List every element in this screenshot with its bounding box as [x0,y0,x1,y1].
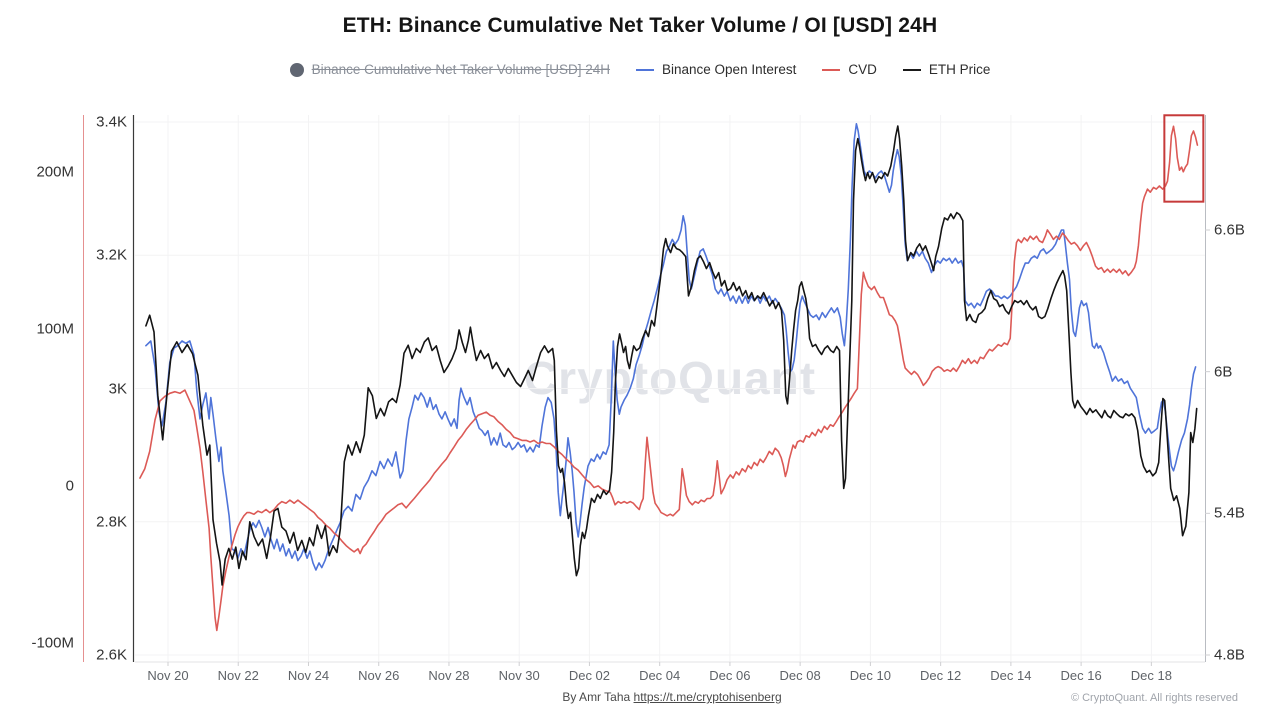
chart-title: ETH: Binance Cumulative Net Taker Volume… [342,14,938,37]
x-axis-label: Dec 12 [920,668,962,683]
cvd-axis-label: 0 [65,477,74,495]
x-axis-label: Nov 24 [287,668,330,683]
cvd-axis-label: -100M [31,634,74,652]
x-axis-label: Dec 10 [849,668,891,683]
legend-dot-icon [289,62,304,77]
attribution: By Amr Taha https://t.me/cryptohisenberg [562,690,781,704]
x-axis-label: Dec 14 [990,668,1032,683]
x-axis-label: Dec 16 [1060,668,1102,683]
price-axis-label: 3.2K [96,246,127,264]
oi-axis-label: 6B [1214,363,1233,381]
oi-axis-label: 6.6B [1214,221,1245,239]
attribution-link[interactable]: https://t.me/cryptohisenberg [633,690,782,704]
legend-line-icon [636,68,655,71]
legend-item-0[interactable]: Binance Cumulative Net Taker Volume [USD… [289,62,611,77]
x-axis-label: Nov 26 [358,668,400,683]
x-axis-label: Nov 20 [147,668,189,683]
price-axis-label: 3.4K [96,113,127,131]
series-line-eth-price [145,125,1198,586]
legend-item-3[interactable]: ETH Price [902,62,991,77]
series-line-cvd [139,125,1199,632]
series-line-binance-open-interest [145,123,1197,571]
legend-label: Binance Cumulative Net Taker Volume [USD… [311,62,611,77]
x-axis-label: Nov 22 [217,668,259,683]
x-axis-label: Dec 04 [639,668,681,683]
x-axis-label: Dec 02 [568,668,611,683]
attribution-text: By Amr Taha [562,690,634,704]
oi-axis-label: 5.4B [1214,504,1245,522]
legend-line-icon [822,68,841,71]
cvd-axis-label: 100M [36,320,74,338]
x-axis-label: Dec 18 [1130,668,1172,683]
copyright-notice: © CryptoQuant. All rights reserved [1070,692,1238,704]
price-axis-label: 2.6K [96,646,127,664]
legend: Binance Cumulative Net Taker Volume [USD… [0,62,1280,77]
x-axis-label: Dec 08 [779,668,821,683]
legend-item-2[interactable]: CVD [822,62,877,77]
oi-axis-label: 4.8B [1214,646,1245,664]
x-axis-label: Nov 28 [428,668,470,683]
legend-label: Binance Open Interest [662,62,797,77]
legend-label: ETH Price [928,62,991,77]
legend-item-1[interactable]: Binance Open Interest [636,62,796,77]
price-axis-label: 3K [108,380,127,397]
price-axis-label: 2.8K [96,513,127,531]
cvd-axis-label: 200M [36,163,74,181]
legend-line-icon [902,68,921,71]
annotation-box [1163,114,1205,203]
legend-label: CVD [848,62,877,77]
x-axis-label: Nov 30 [498,668,540,683]
x-axis-label: Dec 06 [709,668,751,683]
